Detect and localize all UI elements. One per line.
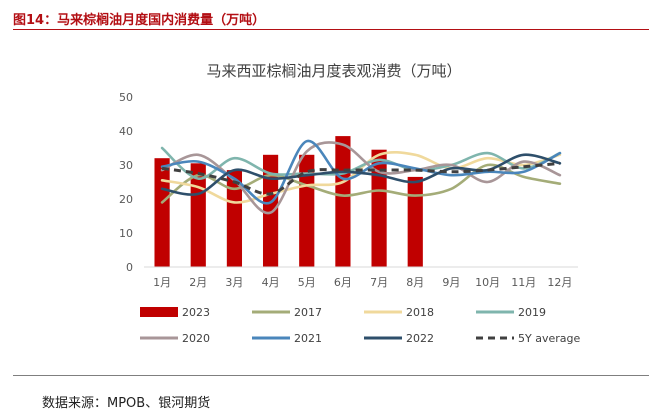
legend-label: 2017 — [294, 306, 322, 319]
legend-item-2017: 2017 — [252, 306, 322, 319]
chart-title: 马来西亚棕榈油月度表观消费（万吨） — [206, 62, 461, 80]
bar-2023-4 — [262, 154, 279, 267]
legend-label: 5Y average — [518, 332, 580, 345]
x-tick-label: 12月 — [547, 276, 572, 289]
y-tick-label: 10 — [119, 227, 133, 240]
legend-label: 2022 — [406, 332, 434, 345]
figure-title: 图14：马来棕榈油月度国内消费量（万吨） — [13, 13, 266, 28]
series-line-2019 — [160, 146, 562, 180]
bar-2023-6 — [335, 136, 351, 267]
source-note: 数据来源：MPOB、银河期货 — [42, 396, 211, 411]
x-tick-label: 10月 — [475, 276, 500, 289]
x-tick-label: 1月 — [153, 276, 171, 289]
legend-item-2018: 2018 — [364, 306, 434, 319]
x-tick-label: 3月 — [225, 276, 243, 289]
bar-2023-1 — [154, 158, 170, 267]
y-tick-label: 20 — [119, 193, 133, 206]
legend-item-2023: 2023 — [140, 306, 210, 319]
legend-swatch — [140, 307, 178, 317]
line-layer — [160, 139, 562, 215]
x-tick-label: 5月 — [298, 276, 316, 289]
legend-label: 2019 — [518, 306, 546, 319]
legend-item-2020: 2020 — [140, 332, 210, 345]
legend-label: 2023 — [182, 306, 210, 319]
series-line-2021 — [160, 139, 562, 205]
chart-svg: 马来西亚棕榈油月度表观消费（万吨） 0 10 20 30 40 50 1月 2月 3月 4月 5月 6… — [119, 62, 580, 345]
title-divider — [13, 29, 649, 30]
series-line-2018 — [160, 151, 562, 204]
x-tick-label: 2月 — [189, 276, 207, 289]
bar-2023-7 — [371, 149, 387, 267]
legend-label: 2018 — [406, 306, 434, 319]
x-tick-label: 7月 — [370, 276, 388, 289]
legend-item-2022: 2022 — [364, 332, 434, 345]
legend-item-2019: 2019 — [476, 306, 546, 319]
legend-label: 2021 — [294, 332, 322, 345]
legend-item-5y-average: 5Y average — [476, 332, 580, 345]
series-line-5y-average — [161, 161, 561, 196]
x-tick-label: 6月 — [334, 276, 352, 289]
legend: 2023 2017 2018 2019 2020 2021 2022 5Y average — [140, 306, 580, 345]
footer-divider — [13, 375, 649, 376]
legend-label: 2020 — [182, 332, 210, 345]
y-tick-label: 40 — [119, 125, 133, 138]
y-tick-label: 50 — [119, 91, 133, 104]
y-tick-label: 0 — [126, 261, 133, 274]
bar-2023-8 — [407, 176, 423, 267]
bar-2023-3 — [226, 170, 243, 267]
axis-layer: 0 10 20 30 40 50 1月 2月 3月 4月 5月 6月 7月 8月 9月 10月 11月 12月 — [119, 91, 578, 289]
x-tick-label: 9月 — [442, 276, 460, 289]
legend-item-2021: 2021 — [252, 332, 322, 345]
x-tick-label: 4月 — [262, 276, 280, 289]
x-tick-label: 11月 — [511, 276, 536, 289]
x-tick-label: 8月 — [406, 276, 424, 289]
series-line-2017 — [160, 163, 562, 204]
y-tick-label: 30 — [119, 159, 133, 172]
